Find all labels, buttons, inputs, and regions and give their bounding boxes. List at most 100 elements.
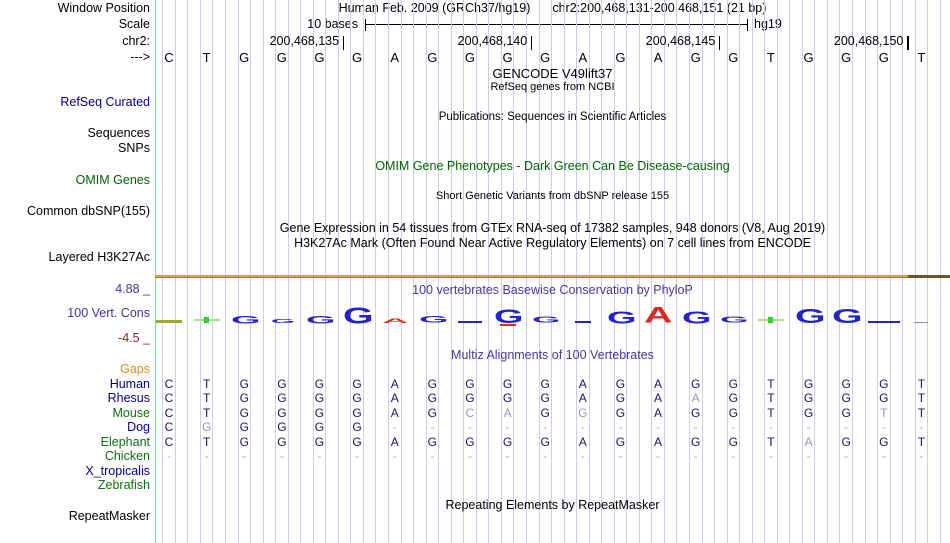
track-left-label: Sequences	[87, 126, 150, 140]
alignment-base: -	[768, 449, 773, 463]
alignment-base: T	[917, 376, 926, 391]
alignment-base: -	[505, 449, 510, 463]
guide-line	[488, 0, 490, 543]
conservation-dot	[767, 317, 774, 323]
track-left-label: SNPs	[118, 141, 150, 155]
guide-line	[413, 0, 415, 543]
base-letter: G	[352, 50, 363, 65]
guide-line	[776, 0, 778, 543]
guide-line	[613, 0, 615, 543]
track-center-label-phylop[interactable]: 100 vertebrates Basewise Conservation by…	[412, 283, 693, 297]
track-left-label: RefSeq Curated	[60, 95, 150, 109]
alignment-base: T	[767, 434, 775, 449]
alignment-base: T	[202, 391, 211, 405]
alignment-base: G	[728, 434, 738, 449]
alignment-base: -	[355, 449, 360, 463]
guide-line	[262, 0, 264, 543]
guide-line	[250, 0, 252, 543]
alignment-base: C	[164, 376, 174, 391]
track-center-label-gtex[interactable]: Gene Expression in 54 tissues from GTEx …	[279, 221, 826, 235]
alignment-base: G	[615, 434, 626, 449]
conservation-letter: G	[494, 305, 524, 328]
track-center-label-gencode[interactable]: GENCODE V49lift37	[492, 66, 613, 81]
track-center-label-h3k27ac[interactable]: H3K27Ac Mark (Often Found Near Active Re…	[294, 236, 811, 250]
guide-line	[463, 0, 465, 543]
guide-line	[551, 0, 553, 543]
track-center-label-publications[interactable]: Publications: Sequences in Scientific Ar…	[438, 111, 667, 123]
scale-value: 10 bases	[307, 17, 358, 31]
species-label-chicken: Chicken	[104, 449, 150, 463]
alignment-base: -	[919, 449, 924, 463]
alignment-base: -	[768, 420, 773, 434]
alignment-base: G	[465, 391, 475, 405]
guide-line	[212, 0, 214, 543]
alignment-base: -	[693, 420, 698, 434]
track-center-label-multiz[interactable]: Multiz Alignments of 100 Vertebrates	[451, 348, 654, 362]
track-center-label-dbsnp[interactable]: Short Genetic Variants from dbSNP releas…	[435, 190, 670, 202]
guide-line	[588, 0, 590, 543]
track-center-label-omim-phenotypes[interactable]: OMIM Gene Phenotypes - Dark Green Can Be…	[375, 159, 730, 173]
guide-line	[425, 0, 427, 543]
guide-line	[237, 0, 239, 543]
alignment-base: -	[693, 449, 698, 463]
base-letter: T	[202, 50, 211, 65]
alignment-base: T	[767, 405, 775, 420]
alignment-base: -	[881, 449, 886, 463]
ruler-label: 200,468,140	[457, 34, 528, 48]
guide-line	[852, 0, 853, 543]
alignment-base: G	[277, 405, 287, 420]
alignment-base: -	[844, 420, 849, 434]
alignment-base: G	[728, 391, 738, 405]
alignment-base: G	[465, 434, 475, 449]
alignment-base: G	[841, 391, 851, 405]
alignment-base: -	[505, 420, 510, 434]
base-letter: G	[841, 50, 852, 65]
guide-line	[337, 0, 339, 543]
track-center-label-repeatmasker-title[interactable]: Repeating Elements by RepeatMasker	[445, 498, 660, 512]
species-label-elephant: Elephant	[100, 434, 150, 449]
base-letter: G	[540, 50, 551, 65]
alignment-base: -	[656, 449, 661, 463]
guide-line	[350, 0, 352, 543]
guide-line	[801, 0, 803, 543]
guide-line	[162, 0, 164, 543]
conservation-dash	[867, 320, 900, 323]
alignment-base: G	[803, 405, 814, 420]
base-letter: G	[728, 50, 739, 65]
alignment-base: G	[502, 391, 513, 405]
base-letter: C	[164, 50, 174, 65]
guide-line	[538, 0, 540, 543]
guide-line	[877, 0, 879, 543]
alignment-base: G	[352, 405, 362, 420]
base-letter: T	[766, 50, 775, 65]
alignment-base: G	[841, 405, 851, 420]
guide-line	[864, 0, 866, 543]
alignment-base: -	[467, 449, 472, 463]
alignment-base: -	[656, 420, 661, 434]
alignment-base: G	[239, 434, 249, 449]
species-label-human: Human	[109, 376, 150, 391]
alignment-base: G	[578, 405, 588, 420]
track-left-label: Scale	[118, 17, 150, 31]
alignment-base: -	[317, 449, 322, 463]
conservation-letter: G	[720, 315, 749, 325]
guide-line	[814, 0, 816, 543]
track-left-label: Window Position	[57, 1, 150, 15]
h3k27ac-signal-line	[155, 275, 908, 278]
alignment-base: -	[392, 420, 397, 434]
alignment-base: G	[277, 420, 287, 434]
window-position-coordinates: chr2:200,468,131-200,468,151 (21 bp)	[552, 1, 767, 15]
track-center-label-refseq-ncbi[interactable]: RefSeq genes from NCBI	[490, 81, 615, 93]
guide-line	[676, 0, 678, 543]
alignment-base: -	[806, 420, 811, 434]
conservation-letter: G	[305, 312, 336, 326]
base-letter: G	[464, 50, 476, 65]
base-letter: A	[653, 50, 663, 65]
alignment-base: G	[728, 376, 738, 391]
alignment-base: -	[543, 420, 548, 434]
alignment-base: G	[879, 434, 889, 449]
alignment-base: -	[731, 449, 736, 463]
alignment-base: T	[880, 405, 888, 420]
alignment-base: G	[239, 391, 249, 405]
